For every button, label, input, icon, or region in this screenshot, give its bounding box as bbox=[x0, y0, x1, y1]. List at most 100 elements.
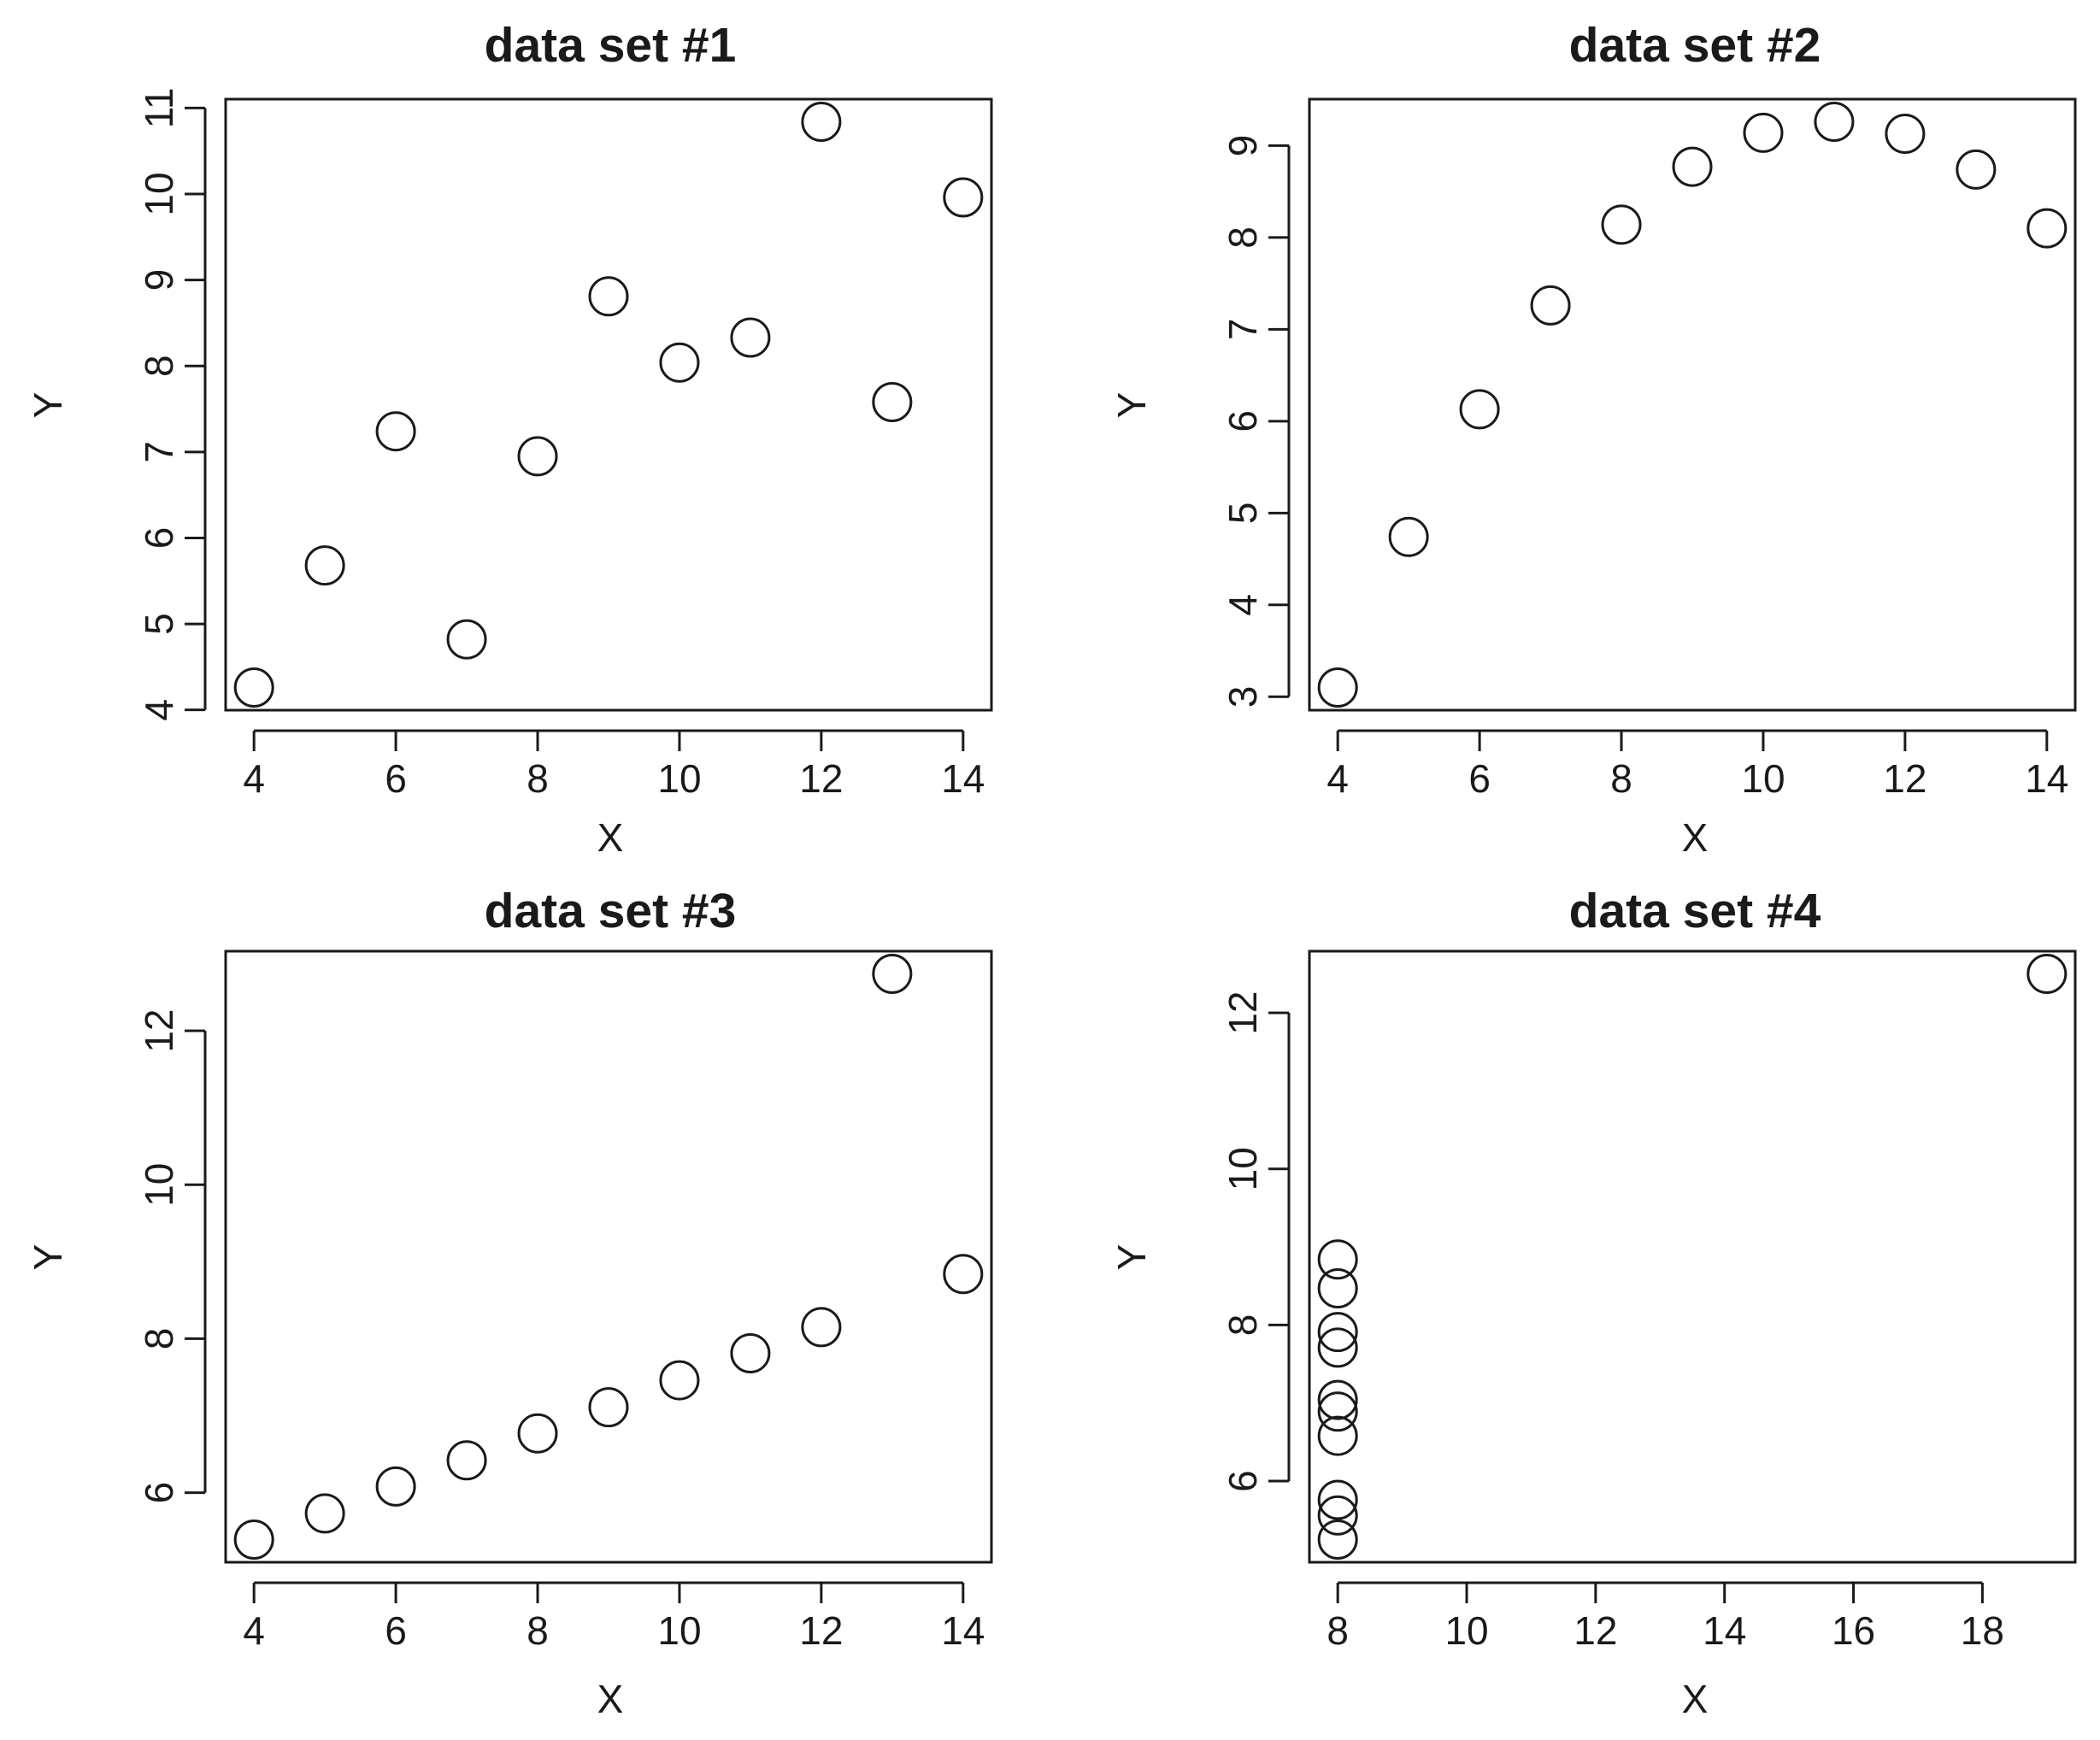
data-point bbox=[872, 381, 913, 422]
y-tick-label: 10 bbox=[137, 172, 181, 215]
y-tick-label: 3 bbox=[1221, 685, 1265, 708]
data-point bbox=[1885, 113, 1926, 154]
y-tick-label: 9 bbox=[1221, 135, 1265, 157]
y-tick-label: 6 bbox=[1221, 410, 1265, 432]
data-point bbox=[588, 1387, 629, 1428]
data-point bbox=[517, 1413, 558, 1454]
data-point bbox=[446, 1440, 487, 1481]
data-point bbox=[1317, 1495, 1358, 1536]
x-tick-label: 12 bbox=[799, 756, 843, 801]
y-tick-label: 10 bbox=[1221, 1147, 1265, 1190]
x-tick-label: 14 bbox=[1703, 1608, 1746, 1653]
y-tick-label: 4 bbox=[137, 699, 181, 721]
data-point bbox=[1317, 667, 1358, 708]
data-point bbox=[517, 436, 558, 477]
data-point bbox=[304, 1493, 345, 1534]
data-point bbox=[1601, 204, 1642, 245]
data-point bbox=[801, 101, 842, 142]
y-tick-label: 6 bbox=[1221, 1470, 1265, 1492]
y-tick-label: 12 bbox=[137, 1009, 181, 1053]
data-point bbox=[659, 1360, 700, 1401]
plot-frame bbox=[1308, 97, 2077, 712]
data-point bbox=[233, 667, 274, 708]
y-tick-label: 7 bbox=[137, 441, 181, 463]
data-point bbox=[943, 1254, 984, 1295]
x-tick-label: 8 bbox=[526, 756, 549, 801]
x-tick-label: 12 bbox=[799, 1608, 843, 1653]
x-tick-label: 10 bbox=[657, 756, 701, 801]
data-point bbox=[1672, 146, 1713, 187]
data-point bbox=[375, 1466, 416, 1507]
data-point bbox=[872, 953, 913, 994]
data-point bbox=[1743, 112, 1784, 153]
y-tick-label: 6 bbox=[137, 1482, 181, 1504]
y-tick-label: 5 bbox=[137, 613, 181, 635]
y-tick-label: 5 bbox=[1221, 503, 1265, 525]
data-point bbox=[1317, 1267, 1358, 1308]
panel-title: data set #2 bbox=[1569, 18, 1821, 73]
data-point bbox=[943, 177, 984, 218]
x-tick-label: 8 bbox=[526, 1608, 549, 1653]
x-tick-label: 4 bbox=[243, 1608, 265, 1653]
data-point bbox=[1388, 516, 1429, 557]
data-point bbox=[375, 411, 416, 452]
x-tick-label: 10 bbox=[657, 1608, 701, 1653]
y-tick-label: 7 bbox=[1221, 319, 1265, 341]
data-point bbox=[730, 1333, 771, 1374]
x-tick-label: 14 bbox=[2025, 756, 2068, 801]
y-tick-label: 8 bbox=[137, 355, 181, 377]
data-point bbox=[1317, 1312, 1358, 1353]
y-tick-label: 8 bbox=[1221, 1314, 1265, 1337]
data-point bbox=[1317, 1327, 1358, 1368]
y-axis-label: Y bbox=[1109, 392, 1154, 419]
data-point bbox=[1317, 1239, 1358, 1280]
x-tick-label: 18 bbox=[1961, 1608, 2004, 1653]
data-point bbox=[1317, 1520, 1358, 1561]
data-point bbox=[588, 276, 629, 317]
y-tick-label: 10 bbox=[137, 1163, 181, 1207]
plot-frame bbox=[1308, 949, 2077, 1564]
x-tick-label: 12 bbox=[1574, 1608, 1617, 1653]
y-tick-label: 12 bbox=[1221, 991, 1265, 1035]
x-tick-label: 8 bbox=[1610, 756, 1632, 801]
y-tick-label: 9 bbox=[137, 269, 181, 291]
x-tick-label: 14 bbox=[941, 1608, 985, 1653]
x-tick-label: 10 bbox=[1444, 1608, 1488, 1653]
x-tick-label: 14 bbox=[941, 756, 985, 801]
data-point bbox=[1530, 285, 1571, 326]
y-tick-label: 8 bbox=[1221, 226, 1265, 249]
y-tick-label: 4 bbox=[1221, 594, 1265, 616]
x-axis-label: X bbox=[1682, 1677, 1709, 1721]
y-tick-label: 11 bbox=[137, 88, 181, 129]
x-tick-label: 4 bbox=[1326, 756, 1349, 801]
plot-frame bbox=[224, 97, 993, 712]
y-axis-label: Y bbox=[26, 1244, 70, 1271]
data-point bbox=[446, 619, 487, 660]
data-point bbox=[730, 317, 771, 358]
x-tick-label: 16 bbox=[1832, 1608, 1875, 1653]
x-axis-label: X bbox=[1682, 815, 1709, 860]
data-point bbox=[1317, 1379, 1358, 1420]
data-point bbox=[304, 545, 345, 586]
y-tick-label: 8 bbox=[137, 1328, 181, 1350]
data-point bbox=[1814, 101, 1855, 142]
y-axis-label: Y bbox=[1109, 1244, 1154, 1271]
x-tick-label: 10 bbox=[1741, 756, 1785, 801]
y-tick-label: 6 bbox=[137, 527, 181, 550]
data-point bbox=[801, 1307, 842, 1348]
x-axis-label: X bbox=[597, 815, 624, 860]
data-point bbox=[1317, 1479, 1358, 1520]
x-tick-label: 6 bbox=[1468, 756, 1491, 801]
x-tick-label: 6 bbox=[385, 756, 407, 801]
x-tick-label: 12 bbox=[1883, 756, 1926, 801]
data-point bbox=[2026, 953, 2068, 994]
y-axis-label: Y bbox=[26, 392, 70, 419]
data-point bbox=[233, 1520, 274, 1561]
data-point bbox=[1317, 1391, 1358, 1432]
panel-data-set-2: data set #2 X Y 4 6 8 10 12 14 3 4 5 6 7 8 9 bbox=[1109, 18, 2077, 860]
panel-title: data set #4 bbox=[1569, 884, 1821, 938]
x-tick-label: 4 bbox=[243, 756, 265, 801]
plot-frame bbox=[224, 949, 993, 1564]
panel-data-set-1: data set #1 X Y 4 6 8 10 12 14 4 5 6 7 8 9 10 11 bbox=[26, 18, 993, 860]
